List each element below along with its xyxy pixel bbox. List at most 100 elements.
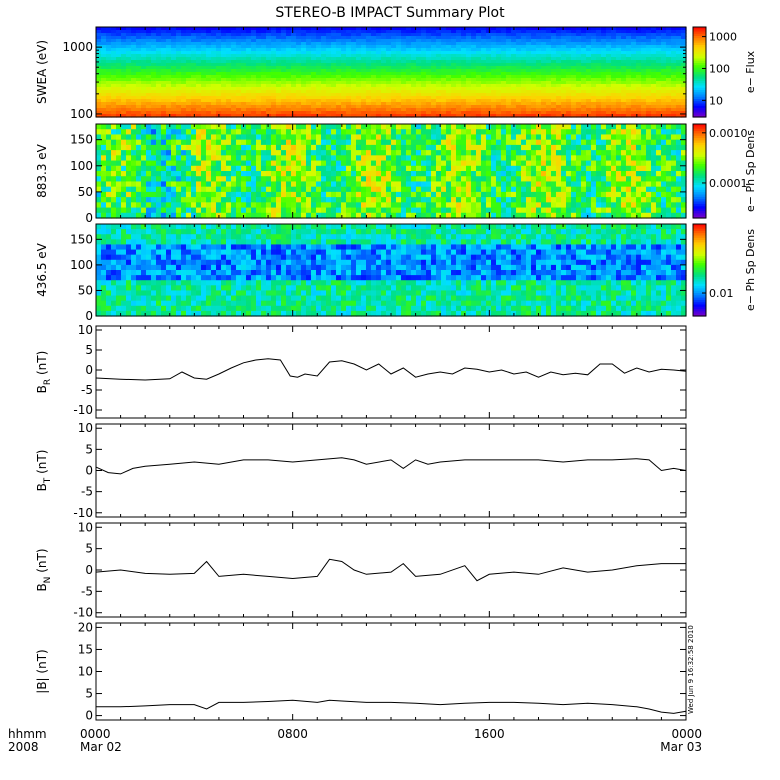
colorbar-cell: [693, 94, 706, 98]
heatmap-cell: [136, 57, 142, 61]
colorbar-cell: [693, 27, 706, 30]
heatmap-cell: [101, 69, 107, 73]
heatmap-cell: [501, 33, 507, 37]
heatmap-cell: [181, 60, 187, 64]
heatmap-cell: [461, 176, 467, 183]
heatmap-cell: [231, 60, 237, 64]
heatmap-cell: [276, 60, 282, 64]
heatmap-cell: [436, 114, 442, 118]
heatmap-cell: [466, 139, 472, 146]
heatmap-cell: [591, 39, 597, 43]
heatmap-cell: [246, 27, 252, 31]
heatmap-cell: [436, 45, 442, 49]
heatmap-cell: [96, 155, 102, 162]
heatmap-cell: [276, 114, 282, 118]
heatmap-cell: [416, 144, 422, 151]
heatmap-cell: [141, 171, 147, 177]
heatmap-cell: [356, 160, 362, 167]
heatmap-cell: [386, 212, 392, 219]
heatmap-cell: [141, 30, 147, 34]
heatmap-cell: [141, 102, 147, 106]
heatmap-cell: [611, 81, 617, 85]
heatmap-cell: [126, 78, 132, 82]
heatmap-cell: [661, 78, 667, 82]
heatmap-cell: [156, 36, 162, 40]
heatmap-cell: [436, 72, 442, 76]
heatmap-cell: [216, 72, 222, 76]
heatmap-cell: [626, 69, 632, 73]
heatmap-cell: [561, 105, 567, 109]
heatmap-cell: [461, 186, 467, 193]
heatmap-cell: [316, 108, 322, 112]
heatmap-cell: [446, 69, 452, 73]
heatmap-cell: [371, 191, 377, 198]
heatmap-cell: [176, 124, 182, 130]
heatmap-cell: [511, 45, 517, 49]
heatmap-cell: [141, 108, 147, 112]
heatmap-cell: [141, 39, 147, 43]
heatmap-cell: [306, 171, 312, 177]
heatmap-cell: [166, 60, 172, 64]
heatmap-cell: [426, 42, 432, 46]
heatmap-cell: [601, 93, 607, 97]
heatmap-cell: [171, 63, 177, 67]
heatmap-cell: [666, 105, 672, 109]
heatmap-cell: [116, 30, 122, 34]
heatmap-cell: [161, 54, 167, 58]
heatmap-cell: [486, 36, 492, 40]
heatmap-cell: [396, 186, 402, 193]
heatmap-cell: [461, 36, 467, 40]
heatmap-cell: [371, 96, 377, 100]
heatmap-cell: [351, 57, 357, 61]
heatmap-cell: [226, 36, 232, 40]
heatmap-cell: [231, 45, 237, 49]
heatmap-cell: [286, 108, 292, 112]
heatmap-cell: [546, 96, 552, 100]
heatmap-cell: [616, 57, 622, 61]
heatmap-cell: [661, 27, 667, 31]
heatmap-cell: [671, 48, 677, 52]
heatmap-cell: [141, 84, 147, 88]
heatmap-cell: [676, 81, 682, 85]
heatmap-cell: [391, 155, 397, 162]
heatmap-cell: [421, 57, 427, 61]
heatmap-cell: [441, 129, 447, 136]
heatmap-cell: [206, 66, 212, 70]
heatmap-cell: [141, 78, 147, 82]
heatmap-cell: [251, 39, 257, 43]
heatmap-cell: [671, 75, 677, 79]
heatmap-cell: [401, 51, 407, 55]
heatmap-cell: [636, 36, 642, 40]
heatmap-cell: [681, 30, 687, 34]
heatmap-cell: [256, 171, 262, 177]
heatmap-cell: [631, 114, 637, 118]
heatmap-cell: [211, 105, 217, 109]
heatmap-cell: [586, 96, 592, 100]
heatmap-cell: [551, 45, 557, 49]
heatmap-cell: [126, 139, 132, 146]
heatmap-cell: [296, 212, 302, 219]
heatmap-cell: [101, 150, 107, 156]
heatmap-cell: [241, 181, 247, 188]
heatmap-cell: [456, 186, 462, 193]
heatmap-cell: [211, 114, 217, 118]
heatmap-cell: [116, 81, 122, 85]
heatmap-cell: [351, 48, 357, 52]
heatmap-cell: [561, 78, 567, 82]
heatmap-cell: [191, 72, 197, 76]
heatmap-cell: [371, 54, 377, 58]
heatmap-cell: [186, 212, 192, 219]
heatmap-cell: [341, 30, 347, 34]
heatmap-cell: [646, 36, 652, 40]
heatmap-cell: [266, 207, 272, 214]
heatmap-cell: [281, 99, 287, 103]
heatmap-cell: [136, 99, 142, 103]
heatmap-cell: [181, 72, 187, 76]
heatmap-cell: [411, 212, 417, 219]
heatmap-cell: [441, 181, 447, 188]
colorbar-cell: [693, 112, 706, 116]
heatmap-cell: [266, 202, 272, 209]
heatmap-cell: [96, 150, 102, 156]
heatmap-cell: [566, 84, 572, 88]
heatmap-cell: [311, 54, 317, 58]
